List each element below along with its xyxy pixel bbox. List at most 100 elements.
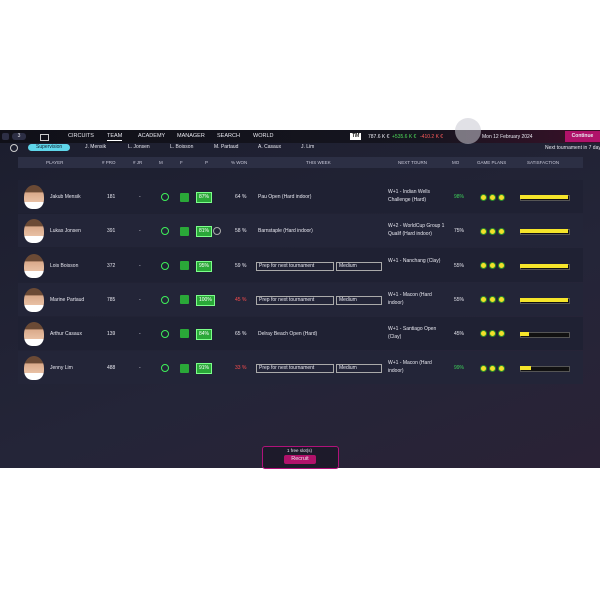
morale: 55% [454, 296, 465, 303]
game-plan-dot [489, 262, 496, 269]
jr-rank: - [139, 296, 141, 303]
column-header[interactable]: GAME PLANS [477, 160, 507, 165]
game-plan-dot [480, 193, 487, 201]
game-plan-dot [489, 227, 496, 235]
column-header[interactable]: % WON [231, 160, 248, 165]
next-tournament-cell: W+1 - Nanchang (Clay) [388, 257, 441, 264]
form-icon [180, 329, 189, 339]
player-name[interactable]: Lukas Jonsen [50, 228, 81, 235]
header-row [18, 157, 583, 168]
table-row [18, 180, 583, 214]
satisfaction-bar [520, 331, 529, 336]
nav-item[interactable]: CIRCUITS [68, 133, 94, 139]
column-header[interactable]: P [205, 160, 209, 165]
avatar [24, 185, 44, 210]
column-header[interactable]: F [180, 160, 183, 165]
status-icon [161, 227, 169, 236]
tab[interactable]: L. Jonsen [128, 144, 150, 150]
status-icon [161, 295, 169, 304]
table-row [18, 351, 583, 385]
free-slots: 1 free slot(s) [286, 448, 312, 453]
plan-select[interactable]: Prep for next tournament [256, 261, 334, 271]
game-plan-dot [489, 296, 496, 304]
jr-rank: - [139, 228, 141, 235]
nav-item[interactable]: WORLD [253, 133, 274, 139]
tab[interactable]: M. Partaud [214, 144, 239, 150]
win-rate: 58 % [235, 228, 247, 235]
intensity-select[interactable]: Medium [336, 295, 382, 305]
game-plan-dot [498, 296, 505, 304]
win-rate: 45 % [235, 296, 247, 303]
avatar [24, 253, 44, 278]
physical-badge: 81% [196, 226, 213, 238]
nav-bar [0, 130, 600, 143]
game-plan-dot [498, 193, 505, 201]
pro-rank: 785 [107, 296, 116, 303]
back-count[interactable]: 3 [12, 133, 26, 140]
player-name[interactable]: Jenny Lim [50, 365, 73, 372]
nav-item[interactable]: SEARCH [217, 133, 240, 139]
help-icon[interactable] [10, 144, 18, 152]
column-header[interactable]: MO [452, 160, 460, 165]
satisfaction-bar [520, 229, 568, 234]
status-icon [161, 329, 169, 338]
player-name[interactable]: Arthur Casaux [50, 330, 82, 337]
column-header[interactable]: THIS WEEK [306, 160, 331, 165]
jr-rank: - [139, 330, 141, 337]
recruit-button[interactable]: Recruit [284, 455, 316, 464]
tab[interactable]: J. Lim [301, 144, 315, 150]
pro-rank: 488 [107, 365, 116, 372]
game-plan-dot [498, 262, 505, 269]
column-header[interactable]: M [159, 160, 163, 165]
jr-rank: - [139, 365, 141, 372]
next-tournament-cell: W+1 - Macon (Hard indoor) [388, 360, 432, 375]
physical-badge: 87% [196, 192, 213, 204]
pro-rank: 139 [107, 330, 116, 337]
player-name[interactable]: Jakub Mensik [50, 194, 81, 201]
column-header[interactable]: # PRO [102, 160, 116, 165]
morale: 99% [454, 365, 465, 372]
pro-rank: 391 [107, 228, 116, 235]
next-tournament-cell: W+1 - Macon (Hard indoor) [388, 291, 432, 306]
nav-item[interactable]: TEAM [107, 133, 123, 141]
column-header[interactable]: PLAYER [46, 160, 64, 165]
this-week: Pau Open (Hard indoor) [258, 194, 312, 201]
tab[interactable]: Supervision [28, 144, 71, 151]
tab[interactable]: A. Casaux [258, 144, 282, 150]
game-plan-dot [480, 364, 487, 372]
satisfaction-bar [520, 195, 568, 200]
status-icon [213, 227, 221, 236]
nav-item[interactable]: ACADEMY [138, 133, 166, 139]
pro-rank: 372 [107, 262, 116, 269]
next-tournament-cell: W+1 - Santiago Open (Clay) [388, 325, 437, 340]
continue-button[interactable]: Continue [565, 131, 600, 142]
column-header[interactable]: NEXT TOURN [398, 160, 428, 165]
next-tournament: Next tournament in 7 days [545, 145, 600, 151]
plan-select[interactable]: Prep for next tournament [256, 364, 334, 374]
pro-rank: 181 [107, 194, 116, 201]
mail-icon[interactable] [40, 134, 49, 141]
nav-item[interactable]: MANAGER [177, 133, 205, 139]
intensity-select[interactable]: Medium [336, 261, 382, 271]
table-row [18, 316, 583, 350]
intensity-select[interactable]: Medium [336, 364, 382, 374]
win-rate: 64 % [235, 194, 247, 201]
physical-badge: 95% [196, 260, 213, 272]
plan-select[interactable]: Prep for next tournament [256, 295, 334, 305]
jr-rank: - [139, 194, 141, 201]
date: Mon 12 February 2024 [482, 134, 533, 140]
win-rate: 65 % [235, 330, 247, 337]
physical-badge: 84% [196, 328, 213, 340]
tab[interactable]: J. Mensik [85, 144, 107, 150]
back-button[interactable] [2, 133, 9, 140]
column-header[interactable]: # JR [133, 160, 143, 165]
morale: 75% [454, 228, 465, 235]
avatar [24, 321, 44, 346]
win-rate: 59 % [235, 262, 247, 269]
tab[interactable]: L. Boisson [170, 144, 194, 150]
player-name[interactable]: Marine Partaud [50, 296, 85, 303]
player-name[interactable]: Lois Boisson [50, 262, 79, 269]
game-plan-dot [498, 330, 505, 338]
column-header[interactable]: SATISFACTION [527, 160, 560, 165]
morale: 55% [454, 262, 465, 269]
